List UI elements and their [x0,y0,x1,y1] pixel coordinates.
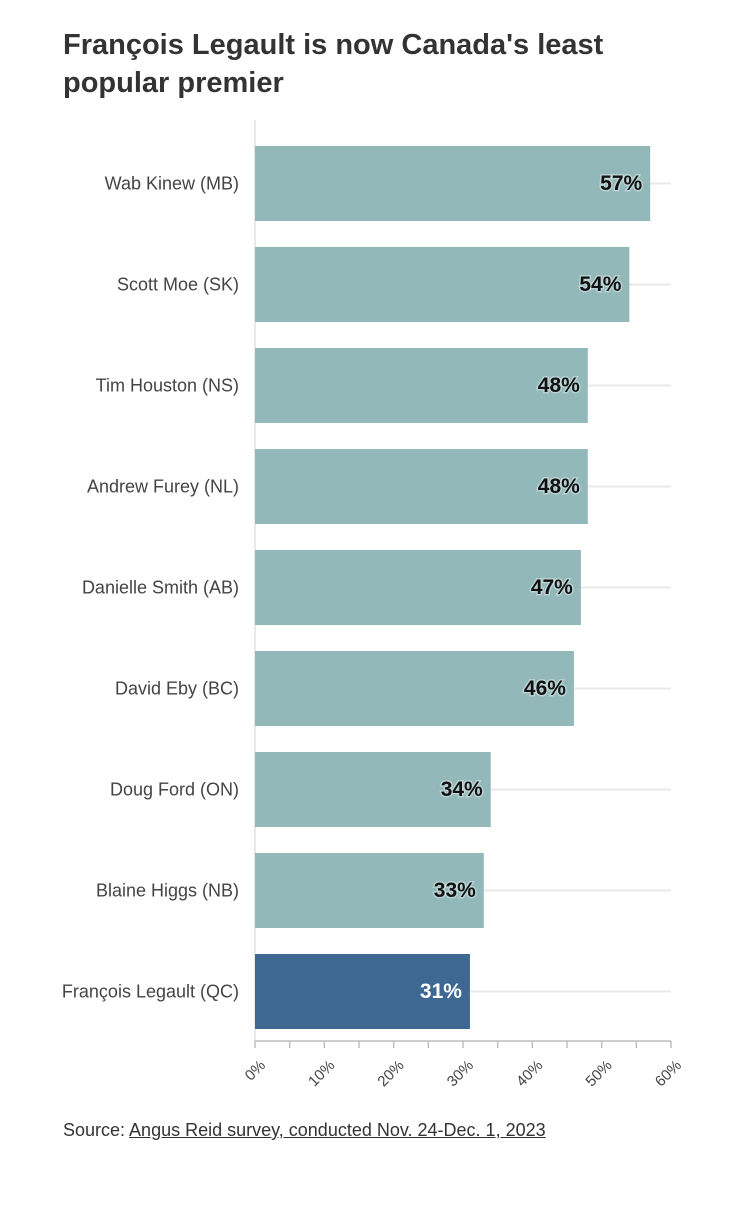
value-label: 54% [579,273,621,296]
bar-chart: Wab Kinew (MB) Scott Moe (SK) Tim Houston … [62,120,685,1090]
value-label: 48% [538,374,580,397]
x-tick-label: 40% [513,1057,546,1090]
category-label: David Eby (BC) [115,679,239,699]
value-label: 31% [420,980,462,1003]
x-axis: 0% 10% 20% 30% 40% 50% 60% [242,1040,685,1090]
bar [255,853,484,928]
category-labels: Wab Kinew (MB) Scott Moe (SK) Tim Houston … [62,174,239,1002]
value-label: 46% [524,677,566,700]
bar [255,550,581,625]
category-label: Danielle Smith (AB) [82,578,239,598]
source-prefix: Source: [63,1120,130,1140]
value-label: 34% [441,778,483,801]
source-note: Source: Angus Reid survey, conducted Nov… [63,1120,546,1141]
x-tick-label: 60% [652,1057,685,1090]
category-label: François Legault (QC) [62,982,239,1002]
value-label: 48% [538,475,580,498]
value-label: 57% [600,172,642,195]
bar [255,449,588,524]
x-tick-label: 0% [242,1057,269,1084]
bar [255,651,574,726]
x-tick-label: 30% [444,1057,477,1090]
x-tick-label: 20% [374,1057,407,1090]
bar [255,146,651,221]
category-label: Wab Kinew (MB) [105,174,239,194]
value-label: 33% [434,879,476,902]
bars [255,146,651,1029]
bar [255,247,630,322]
source-link[interactable]: Angus Reid survey, conducted Nov. 24-Dec… [129,1120,546,1140]
category-label: Andrew Furey (NL) [87,477,239,497]
bar [255,348,588,423]
category-label: Doug Ford (ON) [110,780,239,800]
chart-title: François Legault is now Canada's least p… [63,29,604,99]
value-labels: 57% 54% 48% 48% 47% 46% 34% 33% 31% [420,171,644,1004]
category-label: Scott Moe (SK) [117,275,239,295]
x-tick-label: 50% [582,1057,615,1090]
category-label: Blaine Higgs (NB) [96,881,239,901]
bar [255,752,491,827]
x-tick-label: 10% [305,1057,338,1090]
category-label: Tim Houston (NS) [96,376,239,396]
bar [255,954,470,1029]
value-label: 47% [531,576,573,599]
